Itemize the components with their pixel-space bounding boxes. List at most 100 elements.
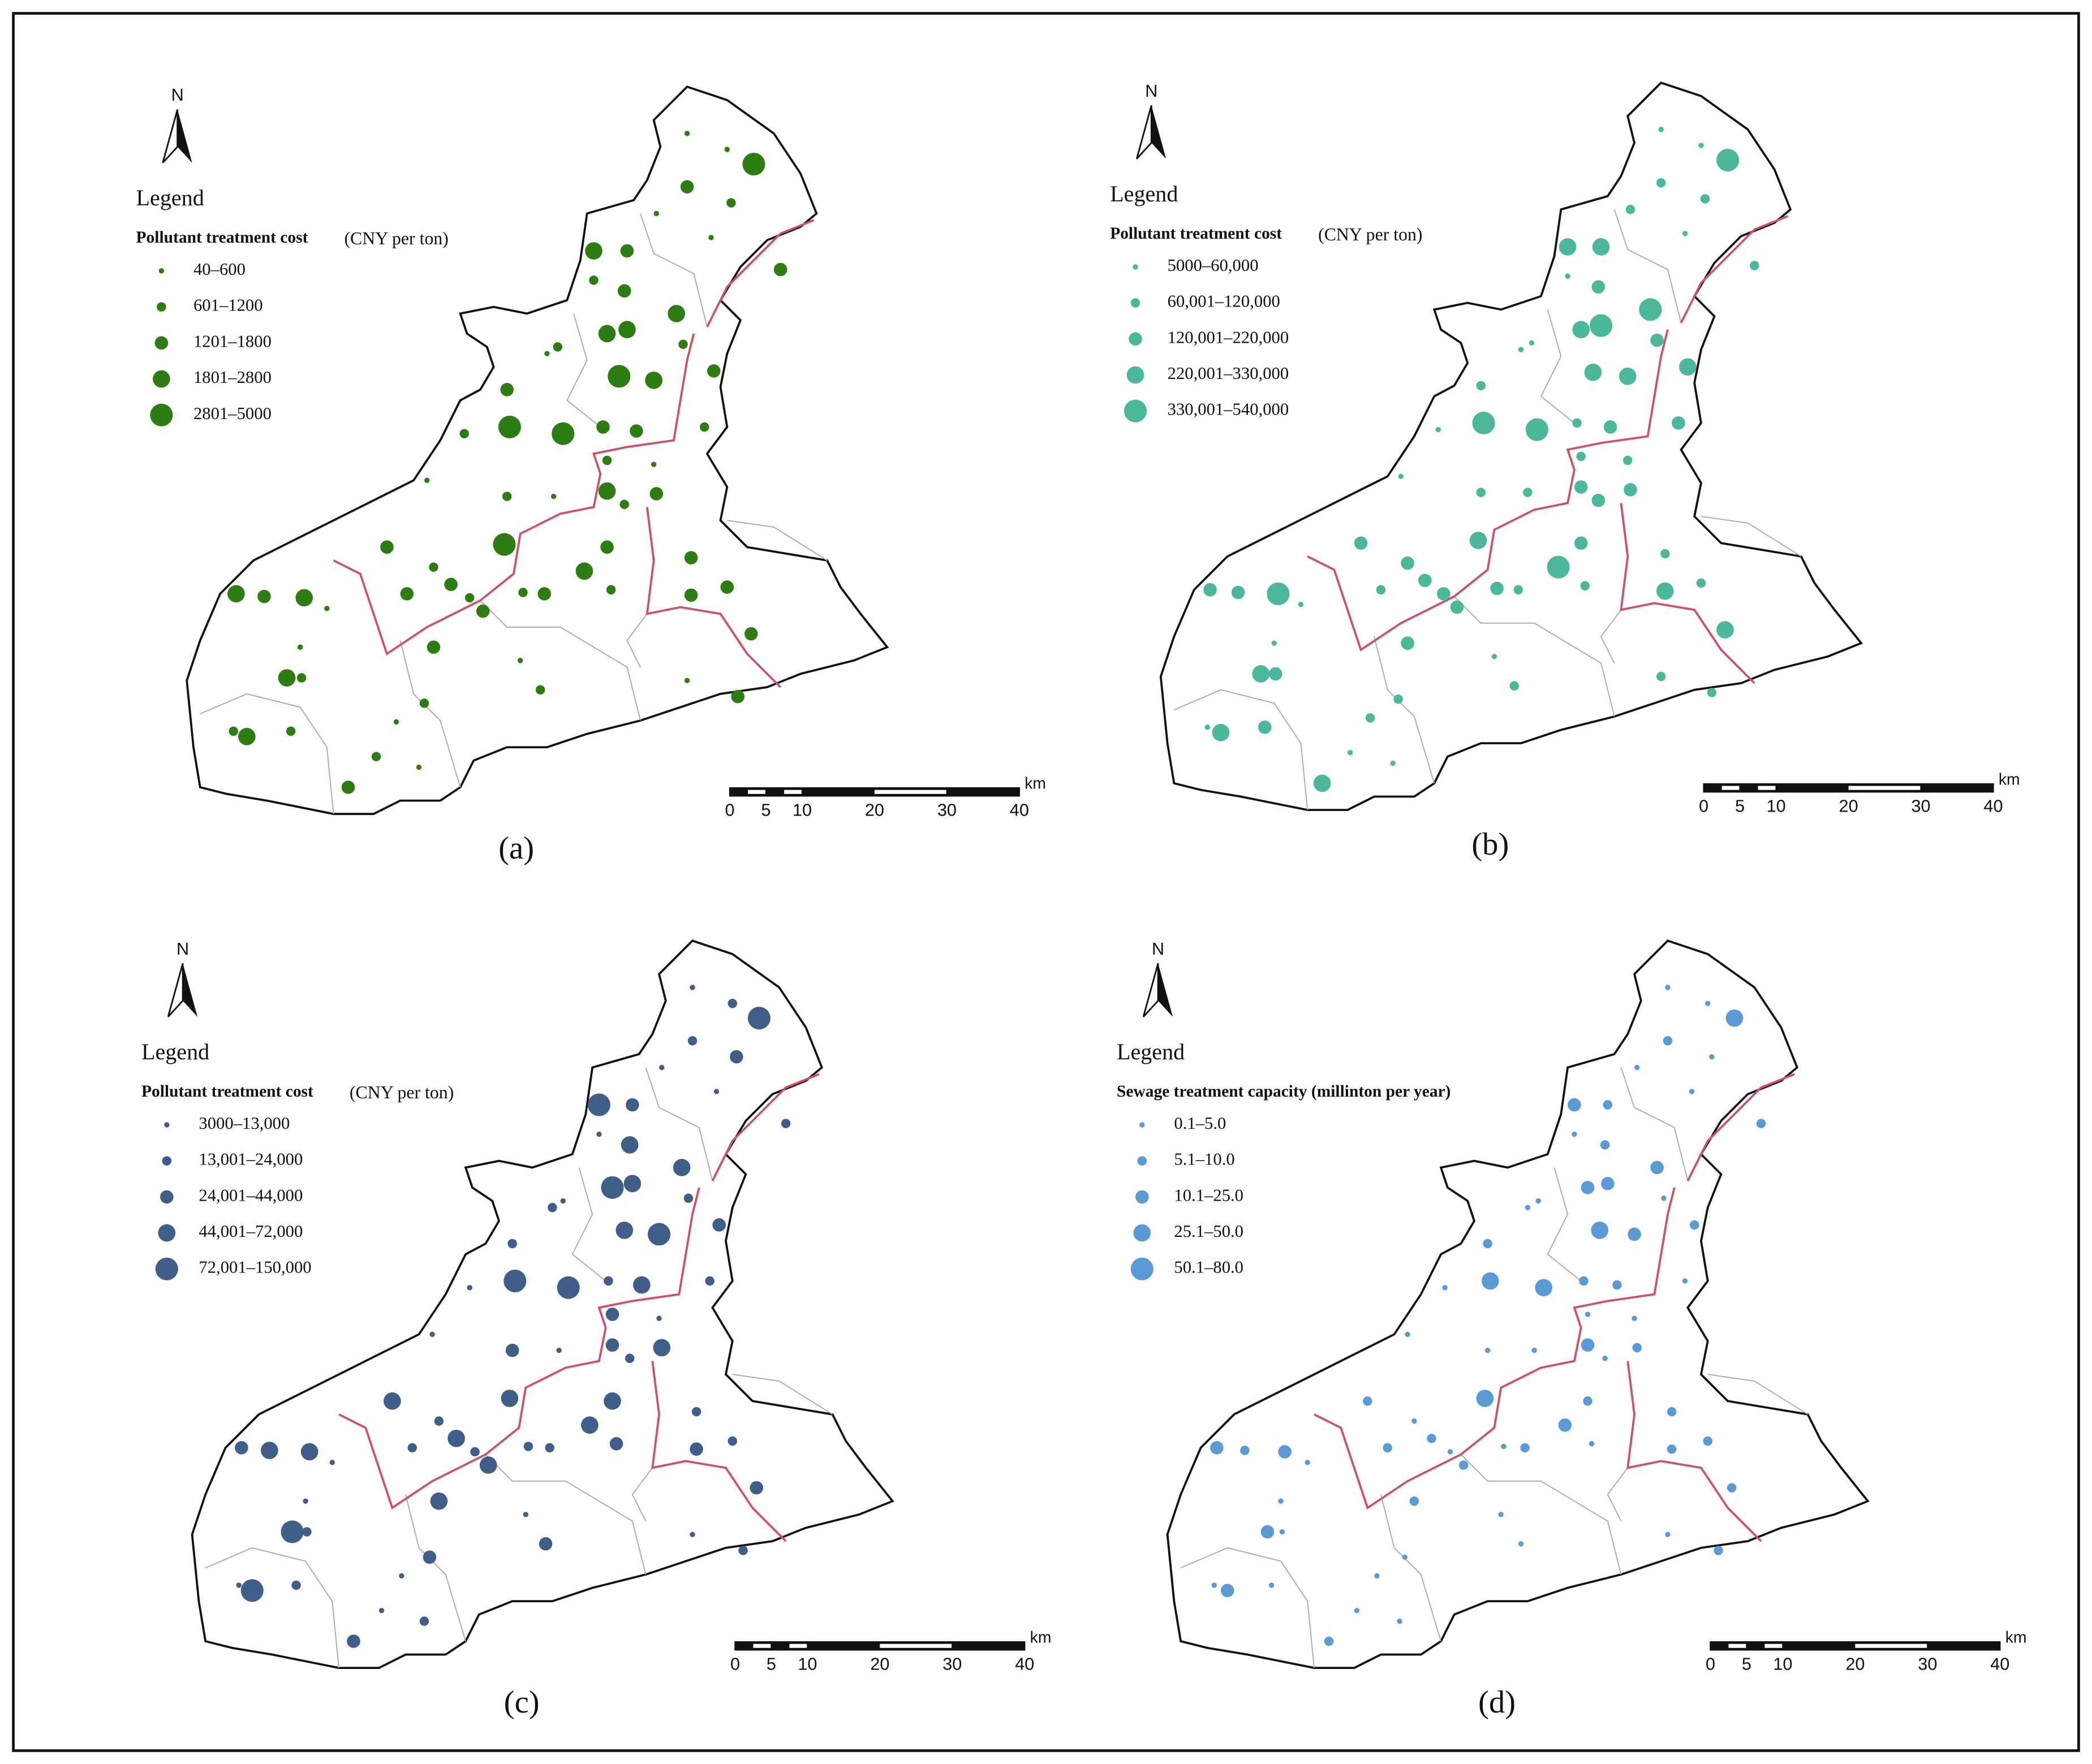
site-point <box>539 1537 553 1551</box>
legend-symbol <box>1133 1224 1151 1242</box>
site-point <box>503 1269 527 1292</box>
site-point <box>545 1443 554 1453</box>
scale-tick-label: 5 <box>767 1655 776 1674</box>
site-point <box>1447 1449 1453 1455</box>
site-point <box>501 1390 519 1407</box>
site-point <box>424 477 430 484</box>
site-point <box>500 383 514 396</box>
site-point <box>1204 724 1211 730</box>
site-point <box>1618 367 1637 385</box>
site-point <box>1442 1285 1448 1291</box>
site-point <box>606 585 616 595</box>
site-point <box>427 640 441 654</box>
site-point <box>523 1512 528 1517</box>
legend-symbol <box>1137 1156 1147 1166</box>
site-point <box>1656 582 1674 600</box>
site-point <box>1484 1347 1491 1353</box>
site-point <box>1518 347 1524 352</box>
site-point <box>1376 585 1386 595</box>
site-point <box>434 1416 444 1426</box>
site-point <box>1212 723 1230 741</box>
legend-class: 2801–5000 <box>193 404 272 423</box>
site-point <box>1559 238 1577 256</box>
site-point <box>633 1276 651 1294</box>
site-point <box>653 1339 671 1357</box>
site-point <box>467 1285 472 1291</box>
site-point <box>742 153 765 176</box>
site-point <box>1709 1054 1715 1060</box>
site-point <box>653 210 660 217</box>
site-point <box>1279 1529 1285 1535</box>
site-point <box>684 588 698 602</box>
site-point <box>423 1550 437 1564</box>
site-point <box>347 1634 360 1648</box>
site-point <box>1437 587 1450 601</box>
legend-symbol <box>158 268 165 274</box>
site-point <box>1600 1140 1610 1150</box>
site-point <box>1698 143 1704 148</box>
site-point <box>1660 549 1670 559</box>
scale-tick-label: 20 <box>865 801 884 820</box>
legend-symbol <box>1130 1257 1153 1280</box>
site-point <box>416 764 422 770</box>
site-point <box>444 577 458 592</box>
site-point <box>324 606 330 611</box>
site-point <box>1523 488 1533 497</box>
scale-tick-label: 10 <box>793 801 812 820</box>
site-point <box>1700 194 1710 204</box>
scale-tick-label: 10 <box>1767 796 1786 816</box>
site-point <box>1632 1343 1642 1353</box>
site-point <box>1558 1418 1572 1432</box>
site-point <box>1418 573 1432 588</box>
site-point <box>380 540 394 554</box>
legend-unit: (CNY per ton) <box>350 1082 454 1102</box>
site-point <box>1267 582 1290 605</box>
legend-unit: (CNY per ton) <box>1318 225 1422 244</box>
site-point <box>419 1616 429 1626</box>
legend-symbol <box>160 1190 174 1204</box>
site-point <box>1580 581 1590 590</box>
site-point <box>300 1443 318 1461</box>
site-point <box>371 752 381 761</box>
legend-title: Pollutant treatment cost <box>141 1082 313 1101</box>
site-point <box>236 1582 242 1588</box>
scale-tick-label: 0 <box>730 1655 740 1674</box>
site-point <box>1590 314 1613 337</box>
scale-bar-segment <box>880 1644 953 1648</box>
scale-bar-segment <box>789 1644 808 1648</box>
site-point <box>1354 1607 1360 1614</box>
legend-class: 10.1–25.0 <box>1174 1185 1243 1205</box>
site-point <box>1602 1356 1608 1361</box>
site-point <box>604 1392 621 1410</box>
site-point <box>1725 1009 1744 1027</box>
scale-tick-label: 0 <box>1699 796 1708 816</box>
site-point <box>1707 688 1717 697</box>
scale-tick-label: 10 <box>798 1655 817 1674</box>
site-point <box>1240 1446 1250 1455</box>
site-point <box>1634 1064 1640 1071</box>
scale-tick-label: 20 <box>1845 1655 1865 1674</box>
site-point <box>261 1442 278 1459</box>
legend-class: 40–600 <box>193 260 246 279</box>
site-point <box>537 587 552 601</box>
site-point <box>618 321 636 339</box>
site-point <box>684 131 690 136</box>
site-point <box>668 305 686 322</box>
site-point <box>1658 127 1664 132</box>
site-point <box>1525 1205 1531 1210</box>
legend-class: 1801–2800 <box>193 368 272 387</box>
site-point <box>1572 321 1590 339</box>
scale-tick-label: 30 <box>1918 1655 1937 1674</box>
site-point <box>645 372 662 389</box>
legend-symbol <box>1139 1122 1145 1128</box>
north-arrow <box>167 963 184 1017</box>
scale-tick-label: 20 <box>1839 796 1858 816</box>
scale-bar-segment <box>874 790 947 794</box>
scale-bar-segment <box>753 1644 772 1648</box>
site-point <box>1696 578 1706 588</box>
legend-title: Sewage treatment capacity (millinton per… <box>1117 1082 1450 1101</box>
site-point <box>1589 1441 1595 1447</box>
site-point <box>1591 493 1605 507</box>
site-point <box>601 1176 624 1199</box>
site-point <box>429 1331 435 1338</box>
